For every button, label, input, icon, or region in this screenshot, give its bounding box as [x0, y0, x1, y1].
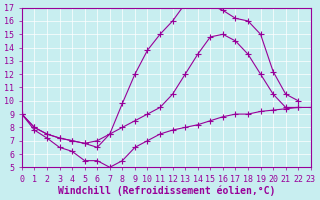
- X-axis label: Windchill (Refroidissement éolien,°C): Windchill (Refroidissement éolien,°C): [58, 185, 275, 196]
